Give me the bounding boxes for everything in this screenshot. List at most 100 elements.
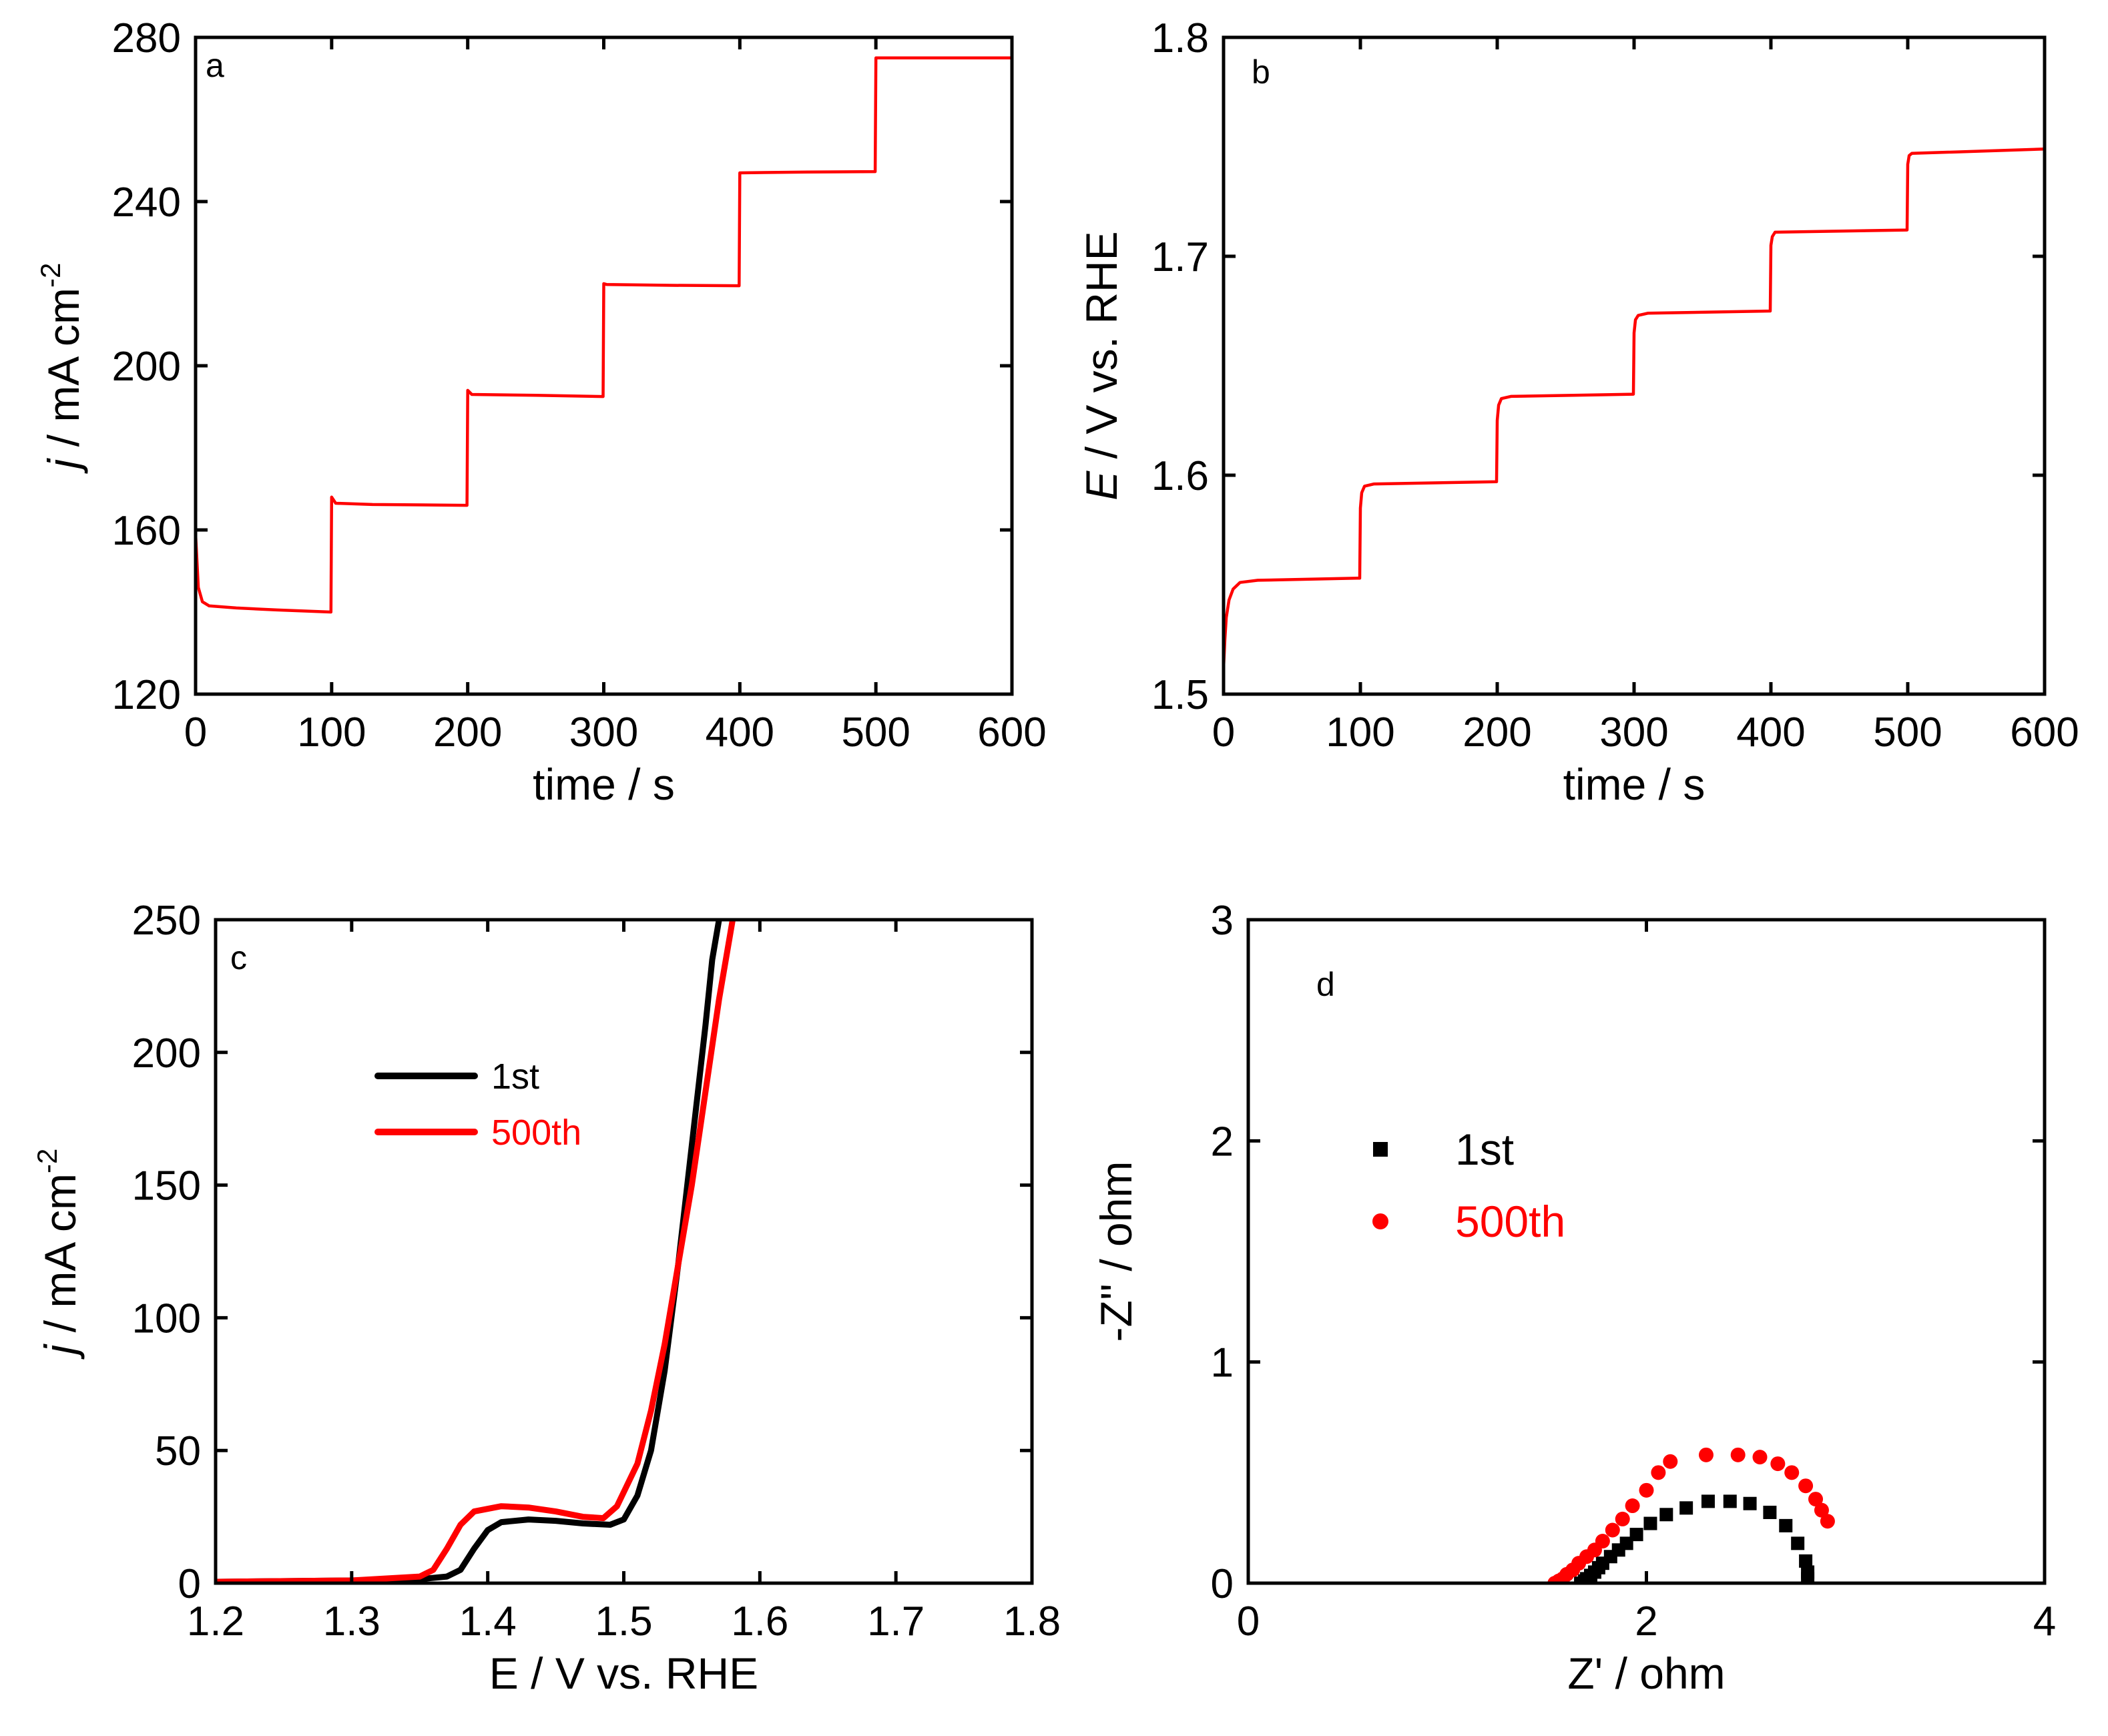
y-axis-label-unit: / mA cm [39, 288, 88, 459]
panel-a: 0 100 200 300 400 500 600 120 160 200 240 280 time /… [35, 15, 1047, 809]
y-axis-label-exponent: -2 [35, 263, 66, 288]
panel-label: c [230, 939, 247, 976]
data-point-500th [1730, 1447, 1746, 1462]
data-point-500th [1770, 1456, 1786, 1472]
data-point-1st [1701, 1494, 1715, 1508]
x-tick-label: 1.5 [595, 1599, 652, 1645]
data-point-500th [1820, 1514, 1835, 1529]
y-tick-label: 0 [178, 1561, 201, 1607]
x-tick-label: 1.2 [187, 1599, 244, 1645]
x-tick-label: 300 [1599, 709, 1668, 756]
y-tick-label: 150 [132, 1163, 201, 1209]
data-point-1st [1763, 1505, 1777, 1519]
y-tick-label: 3 [1211, 898, 1234, 944]
y-tick-label: 1.6 [1151, 453, 1209, 499]
x-tick-label: 300 [569, 709, 638, 756]
y-tick-label: 1.5 [1151, 672, 1209, 718]
data-point-500th [1798, 1478, 1814, 1494]
x-axis-label: E / V vs. RHE [489, 1649, 758, 1698]
x-tick-label: 100 [1326, 709, 1394, 756]
legend-marker-500th [1372, 1213, 1388, 1229]
x-tick-label: 400 [706, 709, 774, 756]
y-axis-label-exponent: -2 [31, 1149, 63, 1173]
data-point-500th [1814, 1502, 1829, 1518]
data-point-1st [1629, 1528, 1643, 1542]
series-line-current [196, 56, 1012, 614]
series-line-500th [216, 920, 736, 1583]
y-axis-label: j / mA cm-2 [35, 263, 88, 475]
y-axis-label-unit: / V vs. RHE [1077, 231, 1126, 471]
data-point-500th [1639, 1482, 1654, 1498]
panel-label: b [1252, 53, 1270, 91]
y-tick-label: 1.8 [1151, 15, 1209, 61]
axes-frame [214, 918, 1034, 1585]
data-point-1st [1801, 1572, 1815, 1583]
y-tick-label: 200 [112, 344, 181, 390]
panel-c: 1.2 1.3 1.4 1.5 1.6 1.7 1.8 0 50 100 150 200 250 E / … [31, 898, 1061, 1698]
data-point-500th [1595, 1534, 1610, 1549]
y-axis-label-symbol: E [1077, 471, 1126, 501]
panel-label: a [206, 47, 224, 84]
legend: 1st 500th [374, 1057, 581, 1153]
y-tick-label: 0 [1211, 1561, 1234, 1607]
data-point-500th [1663, 1454, 1678, 1469]
y-tick-label: 50 [155, 1428, 201, 1474]
x-tick-label: 100 [297, 709, 366, 756]
plot-area [216, 920, 736, 1583]
legend-label-1st: 1st [1455, 1125, 1514, 1174]
x-tick-label: 200 [1463, 709, 1531, 756]
y-axis-label: j / mA cm-2 [31, 1149, 85, 1360]
y-tick-label: 160 [112, 508, 181, 554]
x-tick-label: 0 [1237, 1599, 1260, 1645]
data-point-1st [1723, 1494, 1737, 1508]
data-point-500th [1615, 1511, 1630, 1526]
data-point-500th [1651, 1465, 1666, 1480]
x-axis-label: time / s [1563, 760, 1705, 809]
data-point-500th [1784, 1465, 1800, 1480]
series-line-potential [1224, 148, 2045, 669]
data-point-500th [1698, 1447, 1714, 1462]
data-point-1st [1679, 1501, 1693, 1515]
y-tick-label: 1.7 [1151, 234, 1209, 280]
legend: 1st 500th [1372, 1125, 1565, 1246]
y-tick-label: 2 [1211, 1119, 1234, 1165]
series-line-1st [216, 920, 722, 1583]
y-tick-label: 200 [132, 1031, 201, 1077]
y-tick-label: 240 [112, 180, 181, 226]
y-axis-label: E / V vs. RHE [1077, 231, 1126, 500]
y-axis-label: -Z'' / ohm [1091, 1161, 1141, 1342]
x-tick-label: 1.8 [1003, 1599, 1061, 1645]
y-axis-label-symbol: j [39, 457, 88, 474]
x-tick-label: 400 [1736, 709, 1805, 756]
data-point-1st [1791, 1536, 1805, 1550]
legend-marker-1st [1373, 1142, 1388, 1157]
x-tick-label: 4 [2033, 1599, 2056, 1645]
x-tick-label: 500 [1873, 709, 1942, 756]
x-tick-label: 1.7 [867, 1599, 925, 1645]
x-tick-label: 1.3 [323, 1599, 380, 1645]
plot-area [196, 56, 1012, 614]
legend-label-500th: 500th [1455, 1197, 1565, 1246]
legend-label-1st: 1st [491, 1057, 539, 1097]
x-tick-label: 600 [977, 709, 1046, 756]
panel-d: 0 2 4 0 1 2 3 Z' / ohm -Z'' / ohm d 1st 500th [1091, 898, 2056, 1698]
data-point-500th [1752, 1450, 1768, 1465]
x-tick-label: 600 [2010, 709, 2079, 756]
panel-label: d [1316, 966, 1335, 1003]
data-point-1st [1743, 1496, 1757, 1510]
x-tick-label: 200 [433, 709, 502, 756]
y-tick-label: 100 [132, 1295, 201, 1342]
data-point-1st [1779, 1518, 1793, 1532]
plot-area [1547, 1447, 1835, 1583]
y-axis-label-symbol: j [35, 1343, 85, 1360]
x-tick-label: 1.6 [731, 1599, 788, 1645]
data-point-1st [1799, 1554, 1813, 1568]
x-axis-label: Z' / ohm [1567, 1649, 1725, 1698]
data-point-1st [1659, 1508, 1673, 1522]
data-point-500th [1625, 1498, 1640, 1514]
x-axis-label: time / s [533, 760, 675, 809]
y-tick-label: 280 [112, 15, 181, 61]
y-axis-label-unit: / mA cm [35, 1173, 85, 1345]
data-point-500th [1808, 1492, 1824, 1507]
